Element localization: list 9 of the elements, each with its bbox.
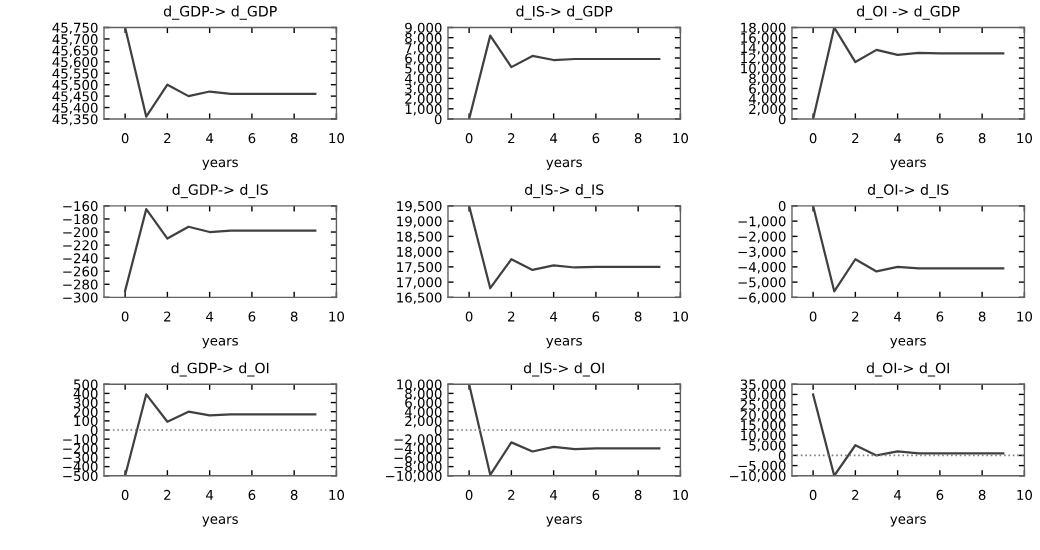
line-series xyxy=(124,208,317,292)
line-series xyxy=(468,34,661,119)
line-series xyxy=(468,205,661,290)
line-series xyxy=(812,205,1005,293)
line-series xyxy=(468,384,661,476)
line-series xyxy=(812,393,1005,476)
line-series xyxy=(812,27,1005,119)
line-series xyxy=(124,27,317,118)
line-series xyxy=(124,393,317,476)
